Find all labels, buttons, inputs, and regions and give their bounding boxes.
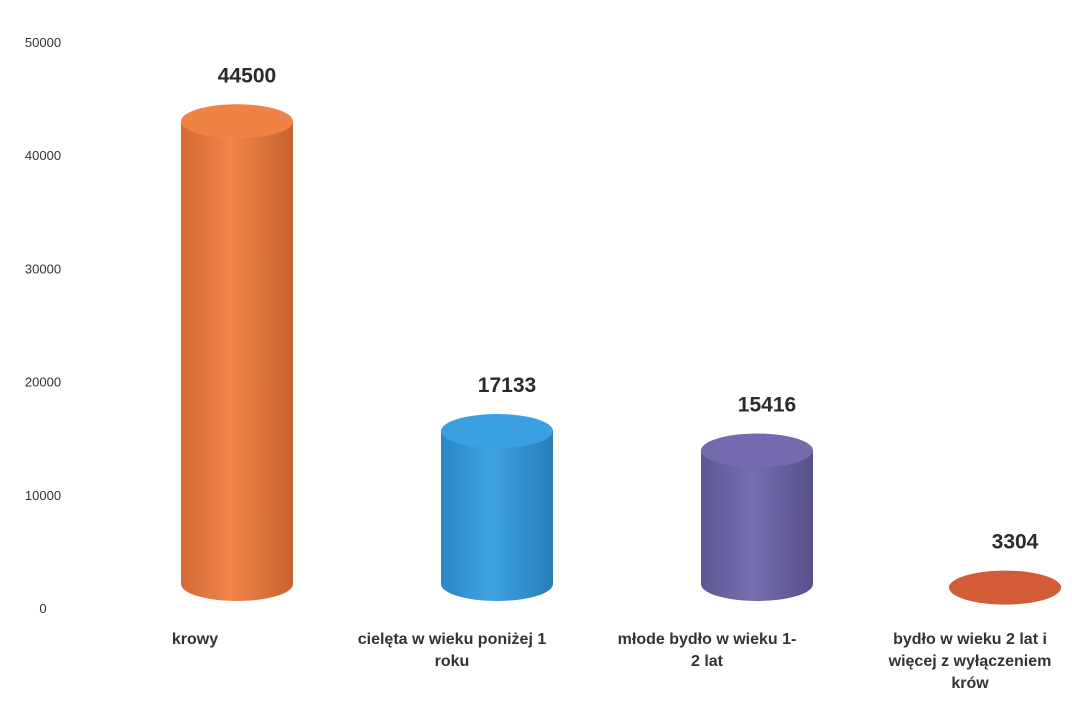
bar-top (181, 104, 293, 139)
bar-1 (441, 414, 553, 601)
category-label: cielęta w wieku poniżej 1 roku (358, 631, 547, 670)
y-tick-label: 0 (39, 601, 46, 616)
category-labels: krowy cielęta w wieku poniżej 1 roku młode … (172, 631, 1052, 692)
category-label: młode bydło w wieku 1-2 lat (618, 631, 797, 670)
data-label: 15416 (738, 393, 796, 416)
y-tick-label: 50000 (25, 35, 61, 50)
data-labels: 44500 17133 15416 3304 (218, 64, 1039, 553)
data-label: 44500 (218, 64, 276, 87)
data-label: 3304 (992, 531, 1039, 554)
data-label: 17133 (478, 374, 536, 397)
bar-body (181, 121, 293, 601)
bar-3 (949, 570, 1061, 605)
bar-top (441, 414, 553, 449)
bars (181, 104, 1061, 605)
y-tick-label: 40000 (25, 148, 61, 163)
category-label: bydło w wieku 2 lat i więcej z wyłączenie… (888, 631, 1052, 692)
y-axis-ticks: 0 10000 20000 30000 40000 50000 (25, 35, 61, 616)
bar-top (949, 570, 1061, 605)
y-tick-label: 10000 (25, 488, 61, 503)
bar-body (441, 431, 553, 601)
category-label: krowy (172, 631, 218, 648)
bar-body (701, 450, 813, 601)
y-tick-label: 20000 (25, 375, 61, 390)
y-tick-label: 30000 (25, 261, 61, 276)
bar-0 (181, 104, 293, 601)
bar-top (701, 433, 813, 468)
bar-2 (701, 433, 813, 601)
